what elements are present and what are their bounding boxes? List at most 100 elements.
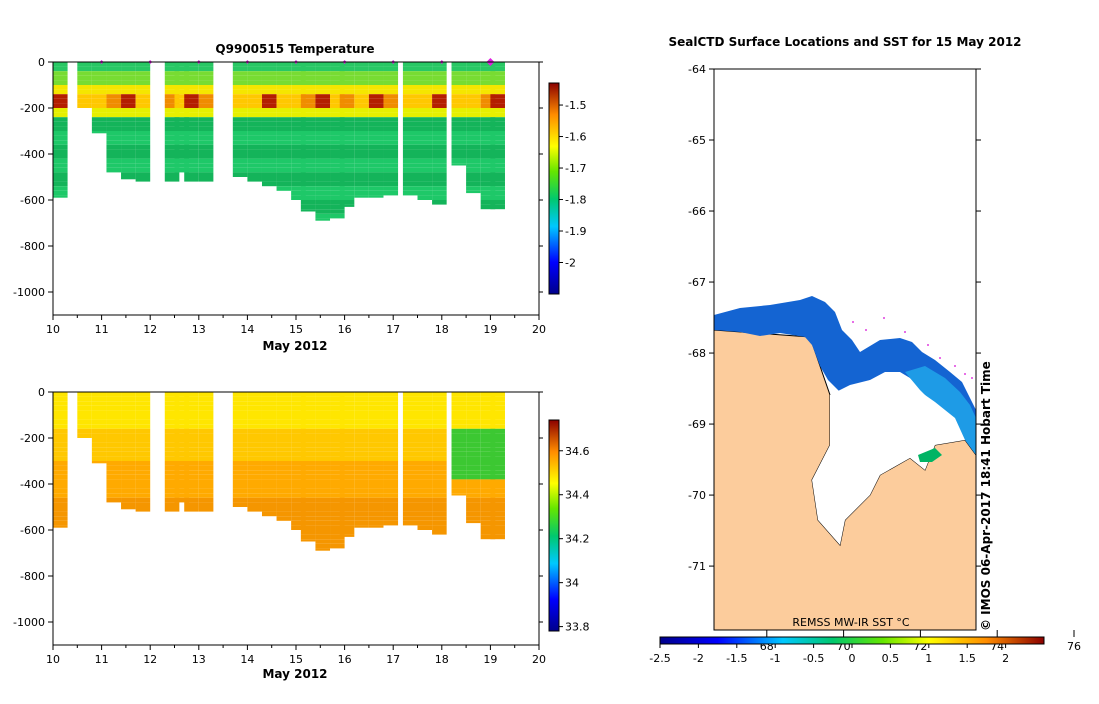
salinity-cell	[106, 410, 122, 415]
temperature-cell	[368, 158, 384, 164]
salinity-cell	[402, 516, 418, 521]
temperature-cell	[432, 71, 447, 76]
temperature-cell	[417, 154, 433, 159]
temperature-cell	[247, 167, 262, 173]
salinity-cell	[417, 405, 433, 411]
temperature-cell	[232, 112, 248, 118]
salinity-cell	[276, 461, 292, 466]
temperature-cell	[432, 200, 447, 205]
temperature-cell	[232, 167, 248, 173]
temperature-cell	[451, 108, 467, 113]
temperature-cell	[339, 200, 355, 205]
salinity-cell	[451, 410, 467, 415]
salinity-cell	[300, 410, 316, 415]
temperature-cell	[184, 85, 199, 90]
temperature-cell	[276, 66, 292, 72]
salinity-cell	[466, 465, 481, 471]
salinity-cell	[383, 520, 399, 526]
salinity-cell	[291, 470, 306, 475]
salinity-cell	[135, 488, 151, 494]
salinity-cell	[261, 392, 277, 397]
temperature-cell	[417, 108, 433, 113]
salinity-cell	[300, 525, 316, 530]
lat-tick-label: -66	[688, 205, 706, 218]
salinity-cell	[121, 428, 136, 434]
temperature-cell	[53, 126, 68, 131]
temperature-cell	[432, 181, 447, 187]
salinity-cell	[198, 451, 214, 457]
temperature-cell	[198, 163, 214, 168]
temperature-cell	[354, 66, 369, 72]
salinity-cell	[466, 442, 481, 448]
salinity-cell	[174, 424, 190, 429]
temperature-cell	[383, 71, 399, 76]
temperature-cell	[330, 112, 345, 118]
temperature-cell	[232, 94, 248, 99]
temperature-cell	[315, 98, 331, 104]
sst-tick-label: -2.5	[649, 652, 670, 665]
salinity-cell	[232, 401, 248, 406]
salinity-cell	[91, 433, 107, 438]
temperature-cell	[91, 108, 107, 113]
temperature-cell	[198, 167, 214, 173]
temperature-cell	[232, 121, 248, 127]
salinity-cell	[466, 493, 481, 498]
temperature-cell	[77, 62, 92, 67]
salinity-cell	[135, 497, 151, 503]
sst-tick-label: -0.5	[803, 652, 824, 665]
salinity-cell	[291, 396, 306, 402]
lat-tick-label: -64	[688, 63, 706, 76]
temperature-cell	[300, 149, 316, 154]
salinity-cell	[276, 484, 292, 489]
salinity-cell	[184, 442, 199, 448]
salinity-cell	[164, 451, 180, 457]
temperature-cell	[368, 66, 384, 72]
temperature-cell	[164, 112, 180, 118]
map-frame	[713, 68, 977, 631]
salinity-cell	[432, 474, 447, 480]
temperature-cell	[300, 121, 316, 127]
salinity-cell	[451, 488, 467, 494]
temperature-cell	[432, 117, 447, 122]
salinity-cell	[106, 479, 122, 484]
temperature-colorbar	[548, 82, 560, 295]
salinity-cell	[315, 419, 331, 425]
salinity-cell	[490, 424, 505, 429]
temperature-cell	[480, 195, 496, 200]
temperature-cell	[135, 149, 151, 154]
salinity-cell	[432, 488, 447, 494]
temperature-cell	[432, 112, 447, 118]
temperature-cell	[466, 71, 481, 76]
temperature-cell	[276, 98, 292, 104]
temperature-cell	[300, 163, 316, 168]
temperature-cell	[53, 195, 68, 198]
temperature-cell	[480, 94, 496, 99]
temperature-cell	[315, 89, 331, 95]
salinity-cell	[184, 470, 199, 475]
salinity-cell	[106, 401, 122, 406]
temperature-cell	[198, 144, 214, 150]
salinity-cell	[106, 424, 122, 429]
salinity-cell	[466, 507, 481, 512]
temperature-cell	[451, 103, 467, 108]
salinity-cell	[402, 470, 418, 475]
salinity-cell	[184, 396, 199, 402]
salinity-cell	[261, 511, 277, 517]
temperature-cell	[276, 144, 292, 150]
x-tick-label: 13	[192, 653, 206, 666]
temperature-cell	[330, 80, 345, 85]
salinity-cell	[106, 438, 122, 443]
salinity-cell	[174, 410, 190, 415]
temperature-cell	[184, 154, 199, 159]
salinity-cell	[106, 493, 122, 498]
colorbar-tick-label: 34	[565, 577, 579, 590]
temperature-cell	[77, 94, 92, 99]
temperature-cell	[490, 66, 505, 72]
temperature-cell	[339, 140, 355, 145]
temperature-cell	[291, 163, 306, 168]
salinity-cell	[232, 428, 248, 434]
salinity-cell	[339, 493, 355, 498]
salinity-cell	[106, 488, 122, 494]
temperature-cell	[490, 144, 505, 150]
temperature-cell	[174, 167, 190, 173]
